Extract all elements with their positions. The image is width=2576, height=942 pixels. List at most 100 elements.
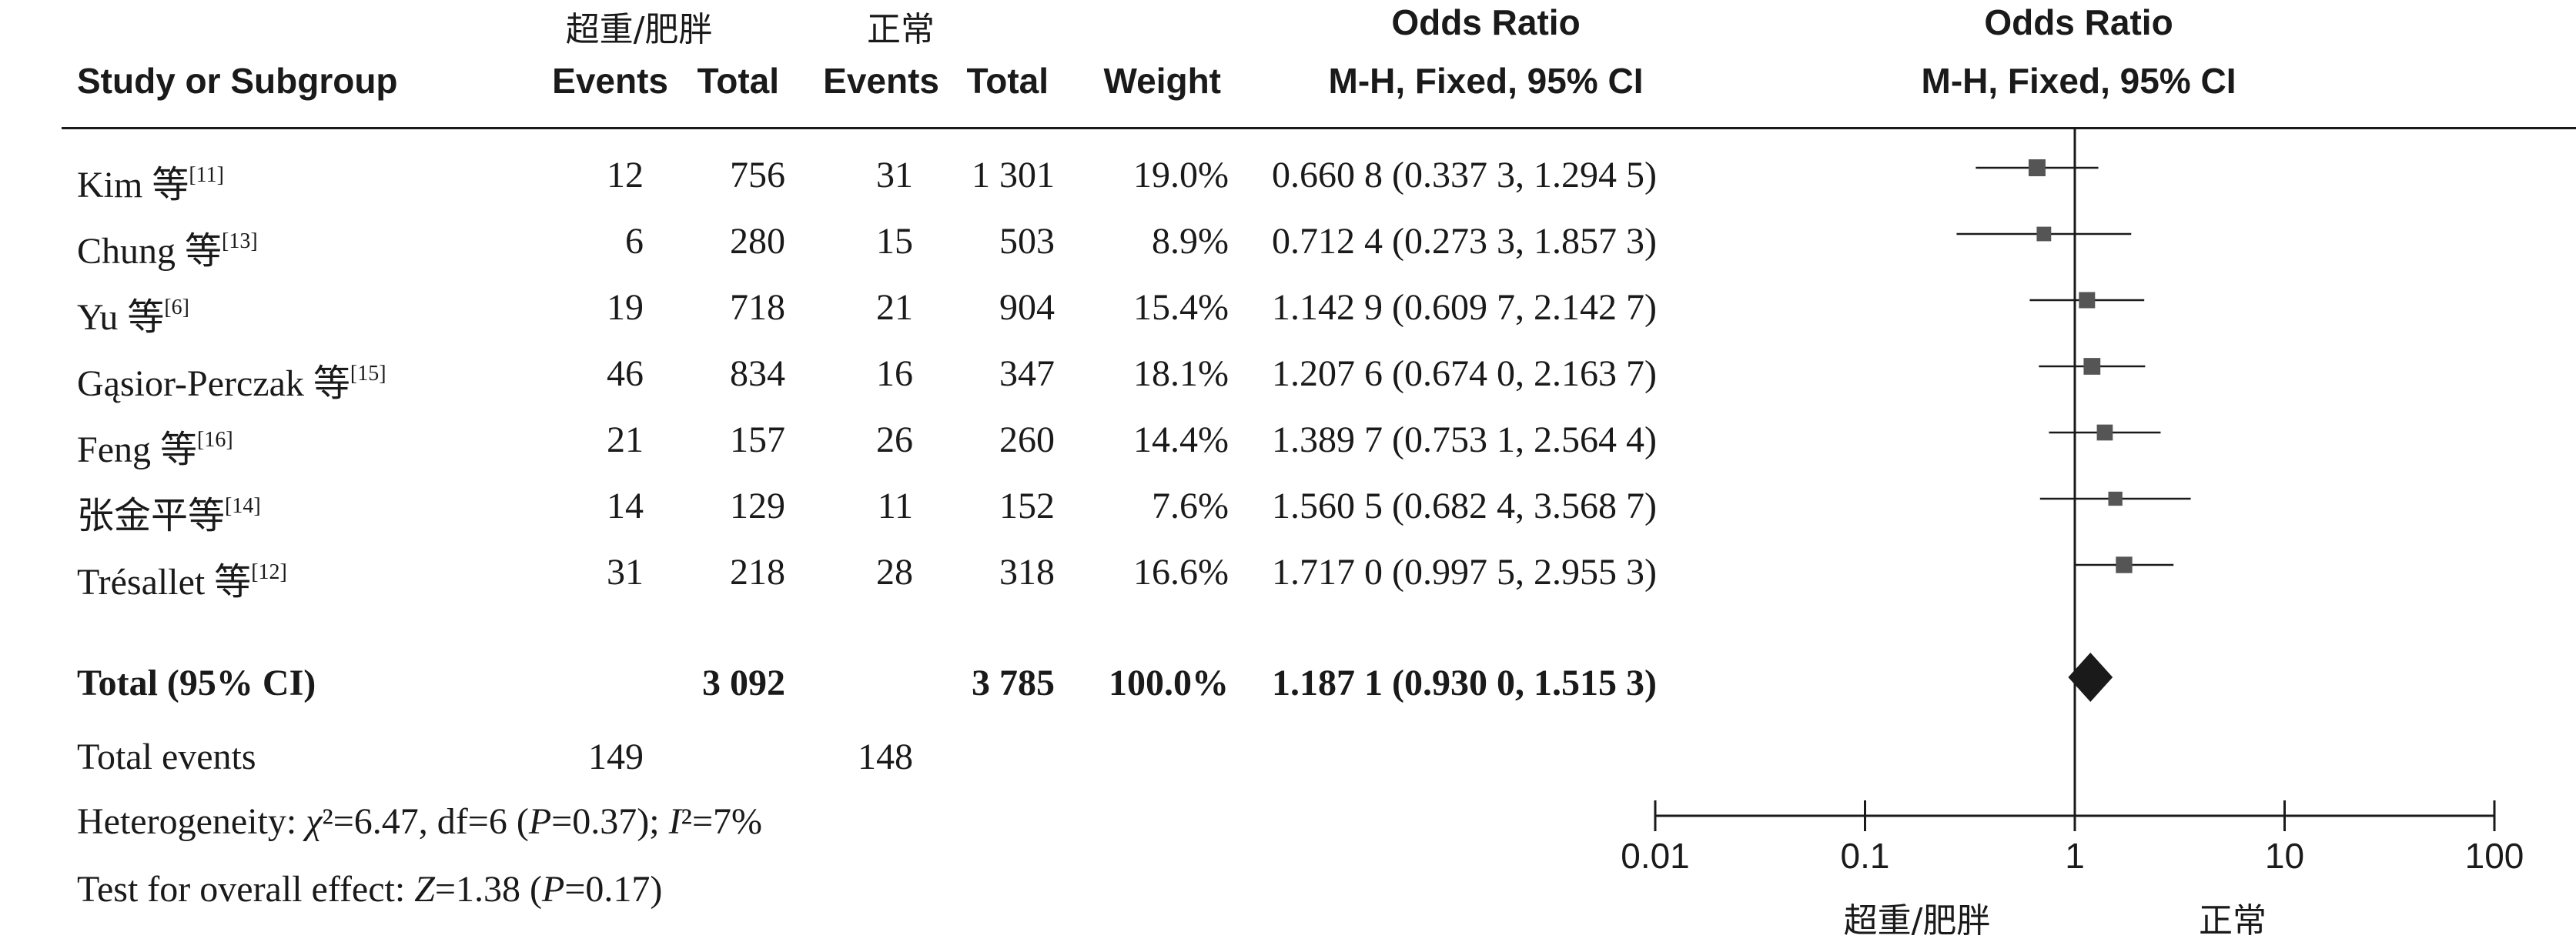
study-name: Chung 等[13] [77, 220, 258, 274]
study-e2: 28 [876, 552, 913, 593]
study-name: Feng 等[16] [77, 419, 233, 473]
study-reference: [12] [251, 560, 287, 584]
study-name-text: Yu 等 [77, 297, 165, 338]
group2-total-header: Total [966, 61, 1049, 101]
weight-header: Weight [1103, 61, 1221, 101]
axis-label-left: 超重/肥胖 [1843, 901, 1991, 940]
total-group1: 3 092 [702, 663, 785, 703]
study-weight: 18.1% [1133, 353, 1229, 394]
or-method-header: M-H, Fixed, 95% CI [1328, 61, 1644, 101]
study-t2: 347 [999, 353, 1055, 394]
study-weight: 16.6% [1133, 552, 1229, 593]
group1-header: 超重/肥胖 [565, 10, 713, 49]
study-t1: 280 [730, 221, 785, 262]
study-t2: 904 [999, 287, 1055, 328]
study-e2: 16 [876, 353, 913, 394]
study-name: 张金平等[14] [77, 485, 261, 539]
study-marker [2028, 159, 2046, 176]
study-ci: 1.560 5 (0.682 4, 3.568 7) [1272, 486, 1657, 526]
study-ci: 1.389 7 (0.753 1, 2.564 4) [1272, 419, 1657, 460]
x-tick-label: 100 [2464, 836, 2524, 876]
study-name: Gąsior-Perczak 等[15] [77, 352, 386, 406]
study-weight: 19.0% [1133, 155, 1229, 195]
study-t2: 152 [999, 486, 1055, 526]
study-ci: 0.660 8 (0.337 3, 1.294 5) [1272, 155, 1657, 195]
study-t1: 834 [730, 353, 785, 394]
plot-title: Odds Ratio [1984, 2, 2173, 42]
study-e2: 31 [876, 155, 913, 195]
x-tick-label: 1 [2065, 836, 2085, 876]
total-weight: 100.0% [1109, 663, 1229, 703]
group1-total-header: Total [697, 61, 779, 101]
study-e1: 6 [625, 221, 644, 262]
study-marker [2108, 491, 2123, 506]
study-marker [2096, 424, 2113, 441]
study-t2: 1 301 [972, 155, 1055, 195]
group2-header: 正常 [867, 10, 935, 49]
total-group2: 3 785 [972, 663, 1055, 703]
study-t1: 157 [730, 419, 785, 460]
study-t1: 218 [730, 552, 785, 593]
group1-events-header: Events [552, 61, 668, 101]
study-t2: 260 [999, 419, 1055, 460]
group2-events-header: Events [823, 61, 939, 101]
heterogeneity-text: Heterogeneity: χ²=6.47, df=6 (P=0.37); I… [77, 801, 762, 842]
study-weight: 14.4% [1133, 419, 1229, 460]
study-ci: 1.142 9 (0.609 7, 2.142 7) [1272, 287, 1657, 328]
axis-label-right: 正常 [2199, 901, 2267, 940]
total-events-label: Total events [77, 737, 256, 777]
study-t1: 718 [730, 287, 785, 328]
study-reference: [6] [164, 296, 190, 319]
study-t2: 318 [999, 552, 1055, 593]
study-e1: 31 [607, 552, 644, 593]
header-rule [62, 127, 2576, 129]
study-reference: [11] [189, 163, 224, 187]
study-name-text: Trésallet 等 [77, 562, 252, 603]
study-marker [2083, 358, 2101, 375]
total-events-group2: 148 [858, 737, 913, 777]
study-t2: 503 [999, 221, 1055, 262]
study-t1: 756 [730, 155, 785, 195]
study-e1: 14 [607, 486, 644, 526]
plot-method: M-H, Fixed, 95% CI [1921, 61, 2236, 101]
study-name: Trésallet 等[12] [77, 551, 287, 605]
study-name-text: Chung 等 [77, 231, 222, 272]
study-e2: 26 [876, 419, 913, 460]
or-title-header: Odds Ratio [1391, 2, 1581, 42]
study-name-text: 张金平等 [77, 496, 226, 536]
x-tick-label: 0.1 [1840, 836, 1890, 876]
study-e1: 21 [607, 419, 644, 460]
study-name-text: Gąsior-Perczak 等 [77, 363, 350, 404]
study-ci: 1.207 6 (0.674 0, 2.163 7) [1272, 353, 1657, 394]
study-ci: 0.712 4 (0.273 3, 1.857 3) [1272, 221, 1657, 262]
study-reference: [14] [225, 494, 261, 518]
study-name: Kim 等[11] [77, 154, 224, 208]
study-name: Yu 等[6] [77, 286, 189, 340]
study-weight: 7.6% [1152, 486, 1229, 526]
total-label: Total (95% CI) [77, 663, 316, 703]
overall-effect-text: Test for overall effect: Z=1.38 (P=0.17) [77, 869, 663, 910]
study-marker [2116, 556, 2133, 573]
study-name-text: Kim 等 [77, 165, 189, 205]
study-e1: 12 [607, 155, 644, 195]
study-marker [2079, 292, 2096, 309]
pooled-diamond [2068, 653, 2113, 702]
study-t1: 129 [730, 486, 785, 526]
study-ci: 1.717 0 (0.997 5, 2.955 3) [1272, 552, 1657, 593]
total-ci: 1.187 1 (0.930 0, 1.515 3) [1272, 663, 1657, 703]
study-name-text: Feng 等 [77, 429, 198, 470]
study-e2: 15 [876, 221, 913, 262]
x-tick-label: 0.01 [1621, 836, 1690, 876]
study-reference: [16] [197, 428, 233, 452]
study-e1: 19 [607, 287, 644, 328]
study-column-header: Study or Subgroup [77, 61, 398, 101]
study-e2: 21 [876, 287, 913, 328]
study-e2: 11 [877, 486, 913, 526]
study-e1: 46 [607, 353, 644, 394]
x-tick-label: 10 [2264, 836, 2305, 876]
total-events-group1: 149 [588, 737, 644, 777]
study-weight: 8.9% [1152, 221, 1229, 262]
study-reference: [13] [222, 229, 258, 253]
study-reference: [15] [350, 362, 386, 386]
